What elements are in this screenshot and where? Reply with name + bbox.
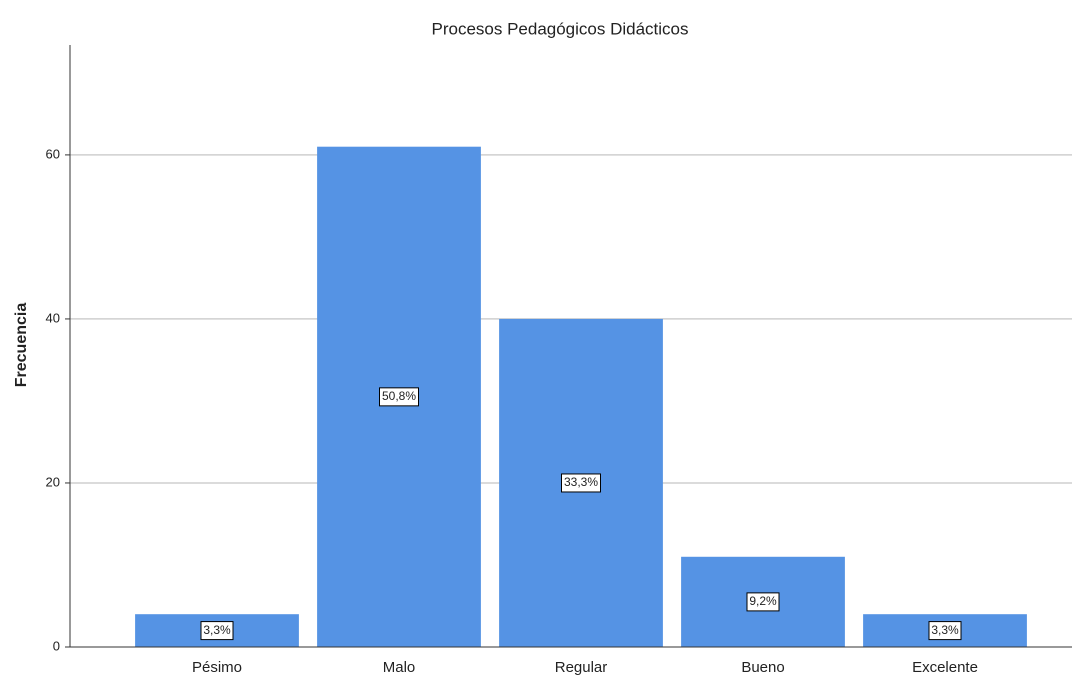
y-tick-label: 0 — [53, 638, 60, 653]
x-tick-label: Regular — [555, 659, 608, 676]
value-label-box — [746, 592, 780, 612]
value-label: 9,2% — [749, 594, 777, 608]
y-tick-label: 40 — [46, 310, 60, 325]
value-label-box — [928, 621, 962, 641]
value-label-box — [379, 387, 419, 407]
value-label: 3,3% — [203, 623, 231, 637]
value-label: 3,3% — [931, 623, 959, 637]
x-tick-label: Pésimo — [192, 659, 242, 676]
value-label: 33,3% — [564, 475, 598, 489]
x-tick-label: Bueno — [741, 659, 784, 676]
x-tick-label: Malo — [383, 659, 416, 676]
y-axis-title: Frecuencia — [13, 303, 30, 388]
value-label-box — [561, 473, 601, 493]
y-tick-label: 60 — [46, 146, 60, 161]
value-label-box — [200, 621, 234, 641]
value-label: 50,8% — [382, 389, 416, 403]
chart-title: Procesos Pedagógicos Didácticos — [431, 19, 688, 38]
x-tick-label: Excelente — [912, 659, 978, 676]
y-tick-label: 20 — [46, 474, 60, 489]
